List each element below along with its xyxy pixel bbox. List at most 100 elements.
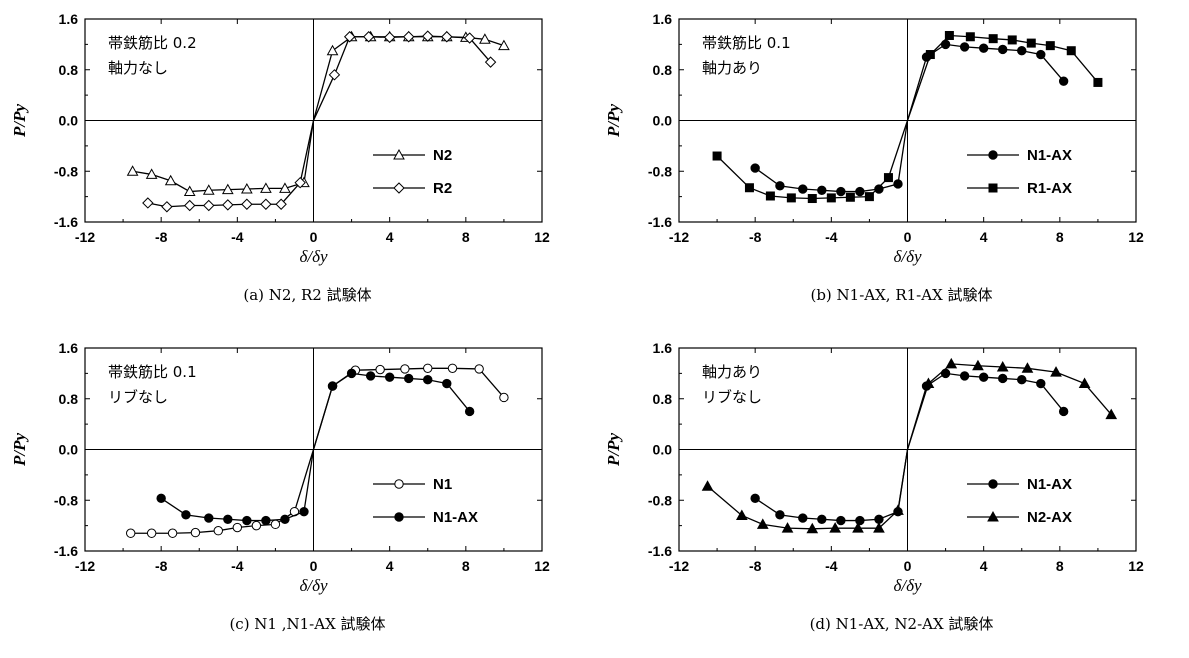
- y-tick-label: -1.6: [648, 214, 672, 230]
- data-point: [190, 527, 201, 538]
- series-r2: [142, 30, 497, 213]
- data-point: [251, 520, 262, 531]
- data-point: [184, 199, 196, 212]
- x-tick-label: -8: [749, 558, 762, 574]
- y-tick-label: -0.8: [648, 492, 672, 508]
- data-point: [750, 493, 760, 504]
- x-axis-label: δ/δy: [893, 247, 922, 266]
- series-n2-ax: [701, 357, 1118, 534]
- annotation-text: 帯鉄筋比 0.1: [702, 34, 791, 52]
- figure-caption: (a) N2, R2 試験体: [243, 286, 371, 304]
- data-point: [829, 522, 841, 533]
- data-point: [1050, 366, 1062, 377]
- y-tick-label: -1.6: [54, 543, 78, 559]
- data-point: [786, 193, 796, 203]
- y-tick-label: 0.0: [59, 442, 79, 458]
- data-point: [775, 510, 785, 520]
- legend-marker: [987, 510, 999, 522]
- data-point: [161, 201, 173, 213]
- x-tick-label: 0: [904, 558, 912, 574]
- legend-label: N2-AX: [1027, 509, 1072, 526]
- x-axis-label: δ/δy: [893, 576, 922, 595]
- series-line: [754, 43, 1065, 193]
- data-point: [945, 357, 958, 369]
- data-point: [996, 361, 1009, 372]
- data-point: [294, 176, 306, 189]
- x-tick-label: -4: [231, 558, 244, 574]
- chart-svg: -12 -8 -4 0 4 8 12 1.6 0.8 0.0 -0.8 -1.6 P/Py δ/δy 帯鉄筋…: [604, 11, 1144, 304]
- data-point: [1007, 35, 1017, 45]
- data-point: [1045, 41, 1055, 51]
- data-point: [701, 480, 714, 491]
- y-axis-label: P/Py: [604, 104, 623, 138]
- data-point: [400, 364, 410, 374]
- data-point: [1093, 77, 1103, 87]
- data-point: [222, 199, 234, 211]
- data-point: [183, 185, 196, 197]
- data-point: [1026, 38, 1036, 48]
- legend-label: N1-AX: [1027, 476, 1072, 493]
- data-point: [474, 364, 484, 374]
- data-point: [1058, 76, 1069, 86]
- data-point: [464, 406, 475, 417]
- data-point: [806, 522, 819, 534]
- legend-marker: [988, 150, 998, 160]
- data-point: [712, 151, 722, 161]
- x-tick-label: -12: [75, 229, 95, 245]
- x-tick-label: 4: [386, 229, 394, 245]
- annotation-text: 軸力なし: [108, 59, 168, 77]
- data-point: [484, 56, 497, 68]
- data-point: [883, 173, 893, 183]
- data-point: [270, 519, 281, 530]
- y-tick-label: -0.8: [648, 163, 672, 179]
- legend-label: R2: [433, 180, 452, 197]
- data-point: [146, 528, 157, 538]
- legend-marker: [393, 148, 405, 160]
- annotation-text: リブなし: [108, 388, 168, 406]
- x-tick-label: 4: [980, 229, 988, 245]
- data-point: [750, 163, 760, 173]
- data-point: [441, 31, 453, 43]
- data-point: [1036, 49, 1046, 60]
- y-tick-label: 1.6: [59, 11, 79, 27]
- data-point: [893, 179, 903, 189]
- x-tick-label: 12: [534, 229, 550, 245]
- y-tick-label: 0.8: [653, 391, 673, 407]
- x-tick-label: 8: [1056, 558, 1064, 574]
- data-point: [126, 528, 136, 538]
- data-point: [463, 32, 476, 44]
- x-tick-label: 0: [904, 229, 912, 245]
- data-point: [756, 518, 769, 529]
- data-point: [765, 191, 775, 201]
- data-point: [817, 514, 827, 524]
- series-line: [132, 36, 505, 193]
- y-tick-label: 0.0: [59, 113, 79, 129]
- data-point: [1058, 406, 1069, 417]
- data-point: [998, 44, 1008, 55]
- data-point: [404, 373, 414, 384]
- data-point: [242, 515, 252, 526]
- x-tick-label: -8: [749, 229, 762, 245]
- data-point: [384, 372, 395, 382]
- data-point: [965, 32, 975, 42]
- data-point: [1078, 377, 1091, 389]
- data-point: [363, 31, 375, 43]
- annotation-text: 軸力あり: [702, 363, 762, 381]
- legend-marker: [394, 479, 404, 489]
- chart-svg: -12 -8 -4 0 4 8 12 1.6 0.8 0.0 -0.8 -1.6 P/Py δ/δy 軸力あ…: [604, 340, 1144, 633]
- data-point: [422, 30, 434, 42]
- legend-label: N1: [433, 476, 452, 493]
- data-point: [972, 359, 984, 371]
- data-point: [922, 377, 935, 389]
- y-tick-label: 0.0: [653, 113, 673, 129]
- y-tick-label: -0.8: [54, 163, 78, 179]
- data-point: [864, 192, 874, 202]
- data-point: [1021, 362, 1034, 373]
- data-point: [202, 184, 215, 195]
- x-tick-label: 8: [462, 558, 470, 574]
- data-point: [836, 515, 846, 526]
- data-point: [744, 183, 754, 193]
- legend-label: N1-AX: [433, 509, 478, 526]
- data-point: [145, 168, 158, 179]
- legend-label: N2: [433, 147, 452, 164]
